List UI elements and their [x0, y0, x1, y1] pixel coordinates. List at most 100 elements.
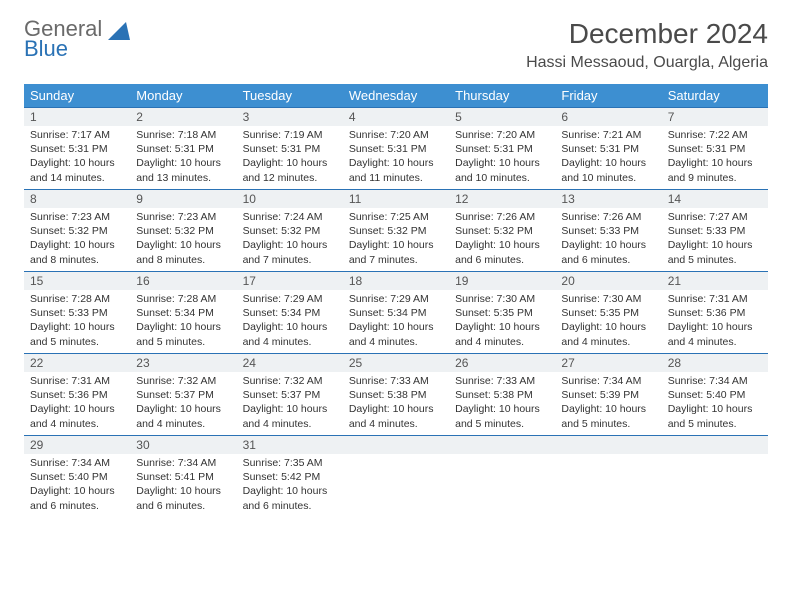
day-number: 13	[555, 190, 661, 208]
day-number: 1	[24, 108, 130, 126]
day-cell: 7Sunrise: 7:22 AMSunset: 5:31 PMDaylight…	[662, 108, 768, 190]
sunrise-line: Sunrise: 7:27 AM	[668, 210, 762, 224]
day-number: 15	[24, 272, 130, 290]
day-cell: 18Sunrise: 7:29 AMSunset: 5:34 PMDayligh…	[343, 272, 449, 354]
daylight-line: Daylight: 10 hours and 6 minutes.	[455, 238, 549, 266]
day-details: Sunrise: 7:34 AMSunset: 5:40 PMDaylight:…	[24, 454, 130, 517]
day-details: Sunrise: 7:29 AMSunset: 5:34 PMDaylight:…	[343, 290, 449, 353]
weekday-header: Tuesday	[237, 84, 343, 108]
day-details: Sunrise: 7:30 AMSunset: 5:35 PMDaylight:…	[449, 290, 555, 353]
day-number: 19	[449, 272, 555, 290]
day-details: Sunrise: 7:31 AMSunset: 5:36 PMDaylight:…	[662, 290, 768, 353]
sunrise-line: Sunrise: 7:34 AM	[136, 456, 230, 470]
day-cell: 24Sunrise: 7:32 AMSunset: 5:37 PMDayligh…	[237, 354, 343, 436]
day-number: 21	[662, 272, 768, 290]
day-number: 31	[237, 436, 343, 454]
month-title: December 2024	[526, 18, 768, 50]
day-number: 4	[343, 108, 449, 126]
day-details: Sunrise: 7:25 AMSunset: 5:32 PMDaylight:…	[343, 208, 449, 271]
daylight-line: Daylight: 10 hours and 4 minutes.	[561, 320, 655, 348]
day-details: Sunrise: 7:23 AMSunset: 5:32 PMDaylight:…	[24, 208, 130, 271]
day-cell	[449, 436, 555, 518]
sunrise-line: Sunrise: 7:31 AM	[668, 292, 762, 306]
day-cell: 29Sunrise: 7:34 AMSunset: 5:40 PMDayligh…	[24, 436, 130, 518]
day-cell: 23Sunrise: 7:32 AMSunset: 5:37 PMDayligh…	[130, 354, 236, 436]
day-number: 2	[130, 108, 236, 126]
sunrise-line: Sunrise: 7:24 AM	[243, 210, 337, 224]
day-cell: 19Sunrise: 7:30 AMSunset: 5:35 PMDayligh…	[449, 272, 555, 354]
daylight-line: Daylight: 10 hours and 8 minutes.	[136, 238, 230, 266]
sunset-line: Sunset: 5:32 PM	[349, 224, 443, 238]
day-details: Sunrise: 7:28 AMSunset: 5:34 PMDaylight:…	[130, 290, 236, 353]
day-cell: 27Sunrise: 7:34 AMSunset: 5:39 PMDayligh…	[555, 354, 661, 436]
daylight-line: Daylight: 10 hours and 8 minutes.	[30, 238, 124, 266]
day-number: 6	[555, 108, 661, 126]
location: Hassi Messaoud, Ouargla, Algeria	[526, 54, 768, 72]
sunset-line: Sunset: 5:36 PM	[668, 306, 762, 320]
daylight-line: Daylight: 10 hours and 4 minutes.	[136, 402, 230, 430]
sunrise-line: Sunrise: 7:30 AM	[455, 292, 549, 306]
day-number	[343, 436, 449, 454]
day-details: Sunrise: 7:30 AMSunset: 5:35 PMDaylight:…	[555, 290, 661, 353]
daylight-line: Daylight: 10 hours and 13 minutes.	[136, 156, 230, 184]
sunset-line: Sunset: 5:32 PM	[136, 224, 230, 238]
day-details: Sunrise: 7:26 AMSunset: 5:32 PMDaylight:…	[449, 208, 555, 271]
day-details: Sunrise: 7:31 AMSunset: 5:36 PMDaylight:…	[24, 372, 130, 435]
daylight-line: Daylight: 10 hours and 4 minutes.	[668, 320, 762, 348]
daylight-line: Daylight: 10 hours and 5 minutes.	[668, 238, 762, 266]
sunset-line: Sunset: 5:40 PM	[668, 388, 762, 402]
sunset-line: Sunset: 5:33 PM	[668, 224, 762, 238]
day-cell: 3Sunrise: 7:19 AMSunset: 5:31 PMDaylight…	[237, 108, 343, 190]
sunset-line: Sunset: 5:35 PM	[455, 306, 549, 320]
day-cell: 21Sunrise: 7:31 AMSunset: 5:36 PMDayligh…	[662, 272, 768, 354]
sunset-line: Sunset: 5:31 PM	[30, 142, 124, 156]
day-number: 9	[130, 190, 236, 208]
sunrise-line: Sunrise: 7:34 AM	[668, 374, 762, 388]
weekday-header: Monday	[130, 84, 236, 108]
day-details: Sunrise: 7:34 AMSunset: 5:39 PMDaylight:…	[555, 372, 661, 435]
week-row: 29Sunrise: 7:34 AMSunset: 5:40 PMDayligh…	[24, 436, 768, 518]
sunrise-line: Sunrise: 7:21 AM	[561, 128, 655, 142]
day-number: 30	[130, 436, 236, 454]
weekday-header-row: SundayMondayTuesdayWednesdayThursdayFrid…	[24, 84, 768, 108]
day-details: Sunrise: 7:24 AMSunset: 5:32 PMDaylight:…	[237, 208, 343, 271]
day-number: 18	[343, 272, 449, 290]
day-cell: 6Sunrise: 7:21 AMSunset: 5:31 PMDaylight…	[555, 108, 661, 190]
day-number: 29	[24, 436, 130, 454]
day-number: 3	[237, 108, 343, 126]
day-cell	[555, 436, 661, 518]
day-cell: 31Sunrise: 7:35 AMSunset: 5:42 PMDayligh…	[237, 436, 343, 518]
sunset-line: Sunset: 5:33 PM	[30, 306, 124, 320]
day-details: Sunrise: 7:19 AMSunset: 5:31 PMDaylight:…	[237, 126, 343, 189]
sunset-line: Sunset: 5:32 PM	[30, 224, 124, 238]
day-cell: 14Sunrise: 7:27 AMSunset: 5:33 PMDayligh…	[662, 190, 768, 272]
week-row: 15Sunrise: 7:28 AMSunset: 5:33 PMDayligh…	[24, 272, 768, 354]
weekday-header: Sunday	[24, 84, 130, 108]
daylight-line: Daylight: 10 hours and 12 minutes.	[243, 156, 337, 184]
day-cell: 13Sunrise: 7:26 AMSunset: 5:33 PMDayligh…	[555, 190, 661, 272]
calendar-table: SundayMondayTuesdayWednesdayThursdayFrid…	[24, 84, 768, 518]
day-cell: 16Sunrise: 7:28 AMSunset: 5:34 PMDayligh…	[130, 272, 236, 354]
title-block: December 2024 Hassi Messaoud, Ouargla, A…	[526, 18, 768, 72]
day-details: Sunrise: 7:32 AMSunset: 5:37 PMDaylight:…	[237, 372, 343, 435]
sunset-line: Sunset: 5:31 PM	[136, 142, 230, 156]
sunrise-line: Sunrise: 7:31 AM	[30, 374, 124, 388]
sunset-line: Sunset: 5:37 PM	[136, 388, 230, 402]
day-cell: 22Sunrise: 7:31 AMSunset: 5:36 PMDayligh…	[24, 354, 130, 436]
daylight-line: Daylight: 10 hours and 5 minutes.	[561, 402, 655, 430]
day-number: 28	[662, 354, 768, 372]
sunrise-line: Sunrise: 7:20 AM	[455, 128, 549, 142]
daylight-line: Daylight: 10 hours and 6 minutes.	[30, 484, 124, 512]
day-cell: 28Sunrise: 7:34 AMSunset: 5:40 PMDayligh…	[662, 354, 768, 436]
day-cell: 25Sunrise: 7:33 AMSunset: 5:38 PMDayligh…	[343, 354, 449, 436]
weekday-header: Thursday	[449, 84, 555, 108]
sunset-line: Sunset: 5:34 PM	[349, 306, 443, 320]
day-number	[449, 436, 555, 454]
daylight-line: Daylight: 10 hours and 9 minutes.	[668, 156, 762, 184]
sunset-line: Sunset: 5:32 PM	[455, 224, 549, 238]
day-details: Sunrise: 7:33 AMSunset: 5:38 PMDaylight:…	[343, 372, 449, 435]
day-cell: 4Sunrise: 7:20 AMSunset: 5:31 PMDaylight…	[343, 108, 449, 190]
day-number	[555, 436, 661, 454]
day-cell: 8Sunrise: 7:23 AMSunset: 5:32 PMDaylight…	[24, 190, 130, 272]
daylight-line: Daylight: 10 hours and 7 minutes.	[243, 238, 337, 266]
